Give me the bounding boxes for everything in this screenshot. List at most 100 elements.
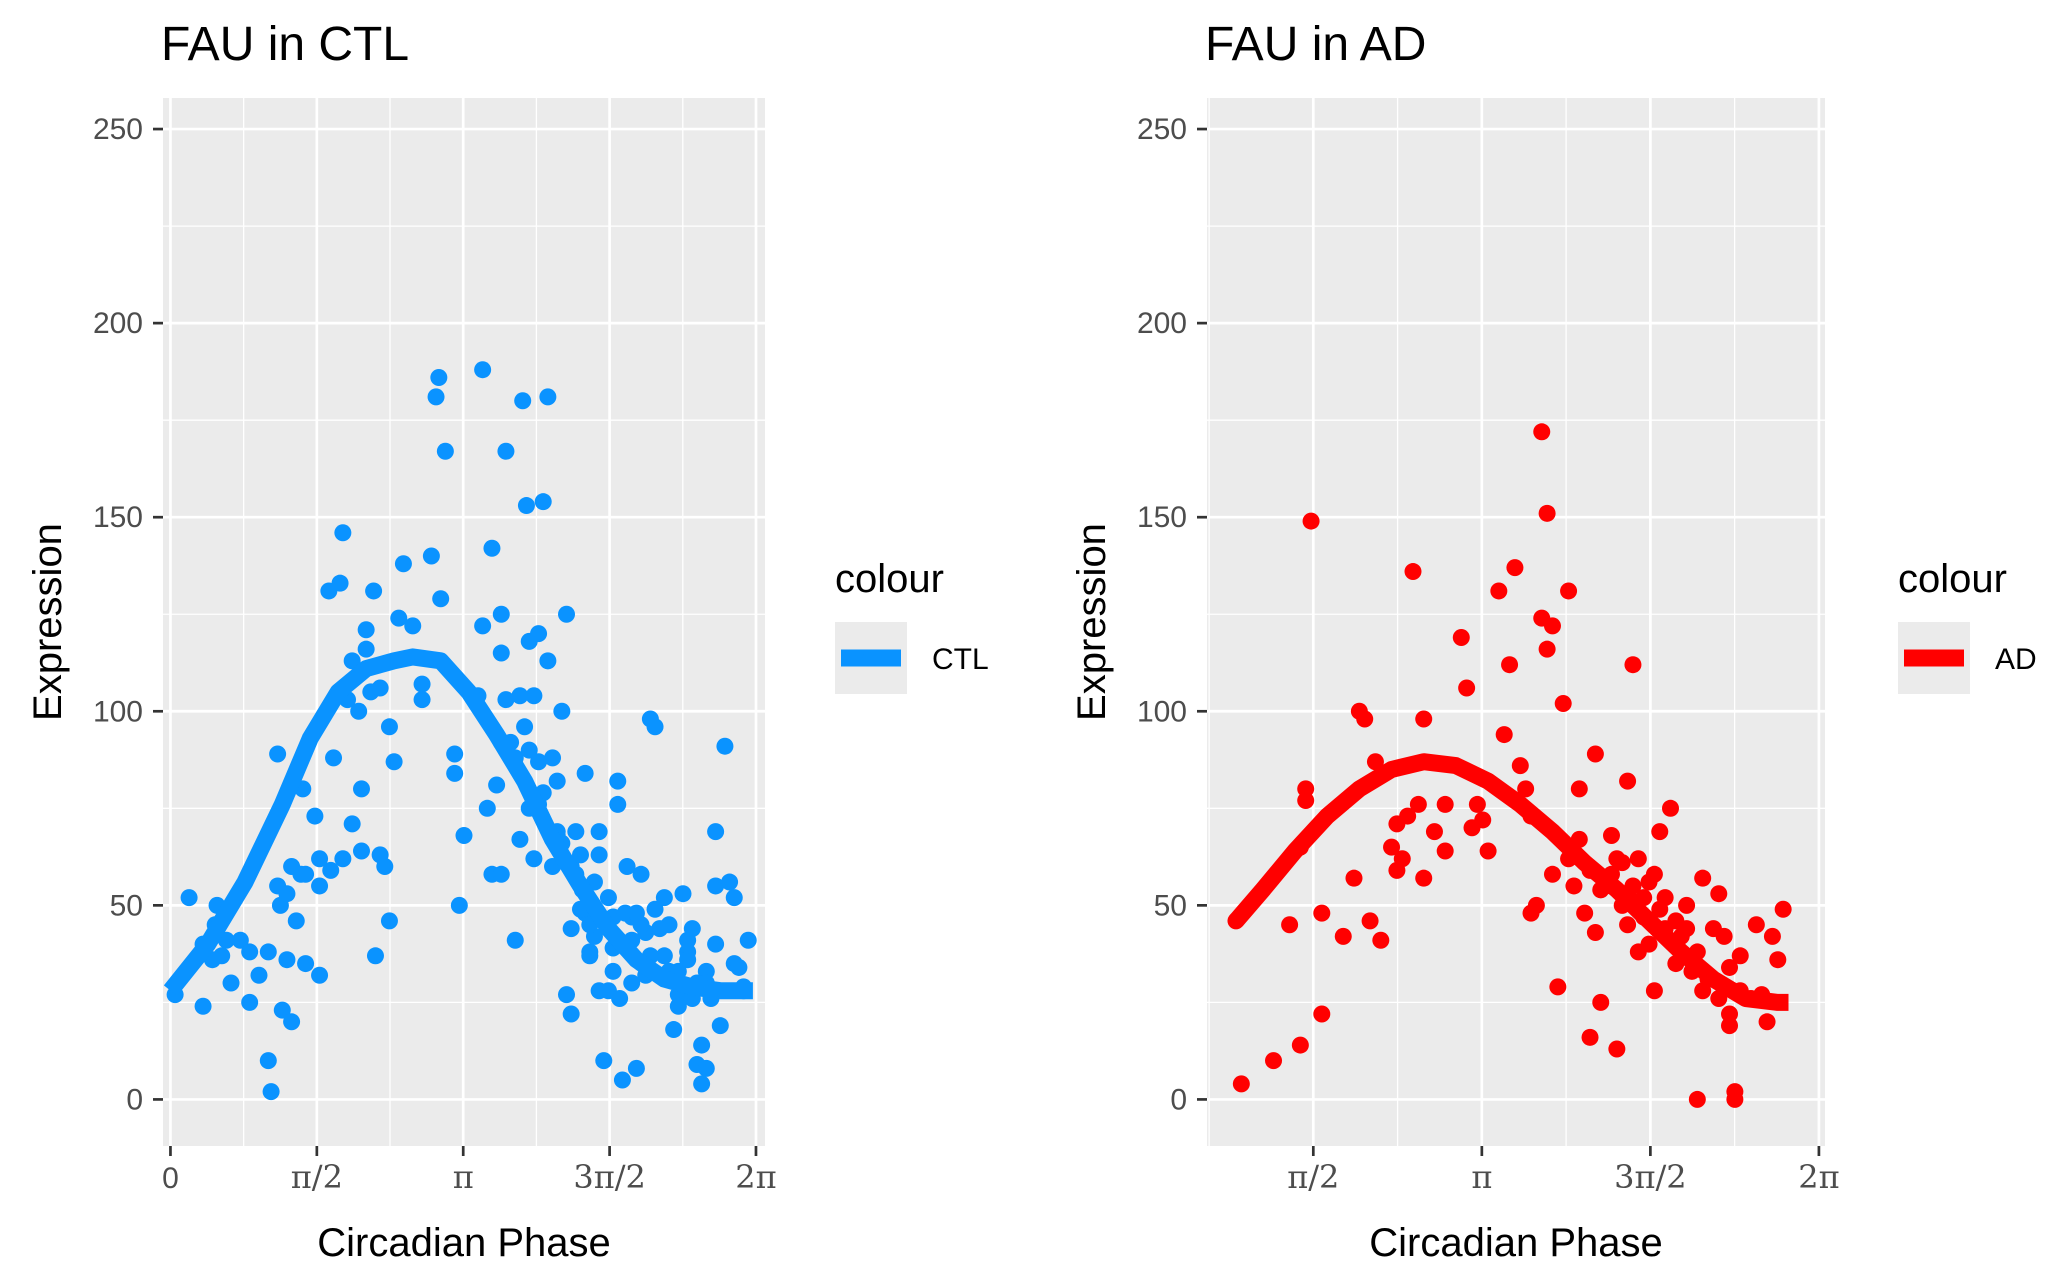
data-point [1409,795,1427,813]
data-point [632,865,650,883]
data-point [1688,1090,1706,1108]
data-point [306,807,324,825]
data-point [739,931,757,949]
data-point [1721,958,1739,976]
data-point [525,687,543,705]
data-point [693,1036,711,1054]
data-point [599,889,617,907]
data-point [334,850,352,868]
data-point [1393,850,1411,868]
data-point [1345,869,1363,887]
data-point [1538,504,1556,522]
ad-panel: 0 50 100 150 200 250 π/2 π 3π/2 2π FAU in AD Circad… [1070,18,2037,1265]
data-point [1608,1040,1626,1058]
x-tick-label: 3π/2 [573,1158,646,1196]
data-point [478,799,496,817]
data-point [1436,795,1454,813]
y-axis-title: Expression [26,523,70,721]
data-point [1506,559,1524,577]
data-point [511,830,529,848]
data-point [1554,695,1572,713]
data-point [492,865,510,883]
y-tick-label: 100 [1137,695,1187,728]
data-point [1710,885,1728,903]
data-point [1297,780,1315,798]
data-point [562,1005,580,1023]
data-point [1570,780,1588,798]
data-point [514,392,532,410]
data-point [390,609,408,627]
data-point [511,687,529,705]
data-point [262,1083,280,1101]
x-tick-label: 2π [1798,1158,1839,1196]
legend-title: colour [1898,557,2007,601]
data-point [721,873,739,891]
data-point [1527,896,1545,914]
legend-label: CTL [932,643,989,676]
data-point [683,920,701,938]
data-point [1694,869,1712,887]
data-point [213,947,231,965]
data-point [366,947,384,965]
data-point [623,974,641,992]
data-point [1629,850,1647,868]
data-point [273,1001,291,1019]
data-point [609,795,627,813]
data-point [311,966,329,984]
data-point [1479,842,1497,860]
data-point [1452,629,1470,647]
data-point [194,997,212,1015]
data-point [331,574,349,592]
data-point [1645,865,1663,883]
data-point [530,753,548,771]
data-point [222,974,240,992]
data-point [1297,792,1315,810]
data-point [350,702,368,720]
data-point [1356,710,1374,728]
data-point [269,745,287,763]
y-tick-label: 200 [93,307,143,340]
data-point [707,823,725,841]
data-point [1549,978,1567,996]
fit-line [163,648,753,1000]
data-point [283,1013,301,1031]
data-point [352,842,370,860]
data-point [1501,656,1519,674]
data-point [604,962,622,980]
data-point [1334,927,1352,945]
data-point [1372,931,1390,949]
data-point [1383,838,1401,856]
data-point [1721,1017,1739,1035]
data-point [1415,710,1433,728]
data-point [357,640,375,658]
ctl-panel: 0 50 100 150 200 250 0 π/2 π 3π/2 2π FAU in CTL Circ… [26,18,989,1265]
data-point [1366,753,1384,771]
data-point [1769,951,1787,969]
data-point [1763,927,1781,945]
data-point [1608,850,1626,868]
data-point [413,675,431,693]
legend-key-point [862,649,880,667]
data-point [380,912,398,930]
data-point [1517,780,1535,798]
x-tick-label: 0 [162,1162,179,1195]
data-point [576,764,594,782]
x-tick-label: 3π/2 [1614,1158,1687,1196]
data-point [567,823,585,841]
data-point [488,776,506,794]
data-point [679,951,697,969]
data-point [520,741,538,759]
data-point [1747,916,1765,934]
data-point [322,861,340,879]
data-point [581,947,599,965]
data-point [665,1021,683,1039]
data-point [343,652,361,670]
data-point [1533,423,1551,441]
y-tick-label: 250 [1137,113,1187,146]
legend-key-point [1925,649,1943,667]
data-point [1624,656,1642,674]
data-point [1645,982,1663,1000]
data-point [297,865,315,883]
data-point [436,442,454,460]
x-axis-title: Circadian Phase [317,1221,611,1265]
